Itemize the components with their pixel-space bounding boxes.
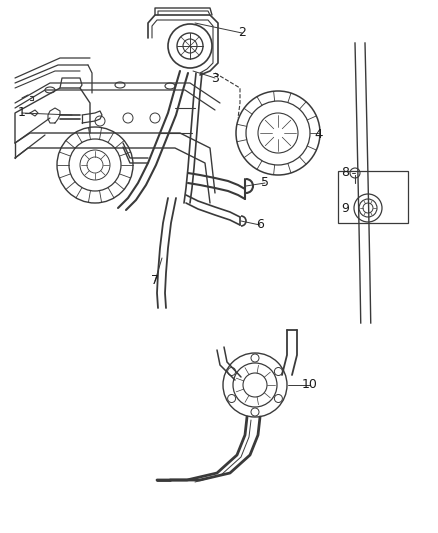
Text: 3: 3 [211, 71, 219, 85]
Text: 7: 7 [151, 274, 159, 287]
Text: 6: 6 [256, 219, 264, 231]
Bar [338, 171, 408, 223]
Text: 4: 4 [314, 128, 322, 141]
Text: 9: 9 [341, 201, 349, 214]
Text: 1: 1 [18, 107, 26, 119]
Text: 8: 8 [341, 166, 349, 180]
Text: 5: 5 [261, 176, 269, 190]
Text: 10: 10 [302, 378, 318, 392]
Text: 2: 2 [238, 27, 246, 39]
